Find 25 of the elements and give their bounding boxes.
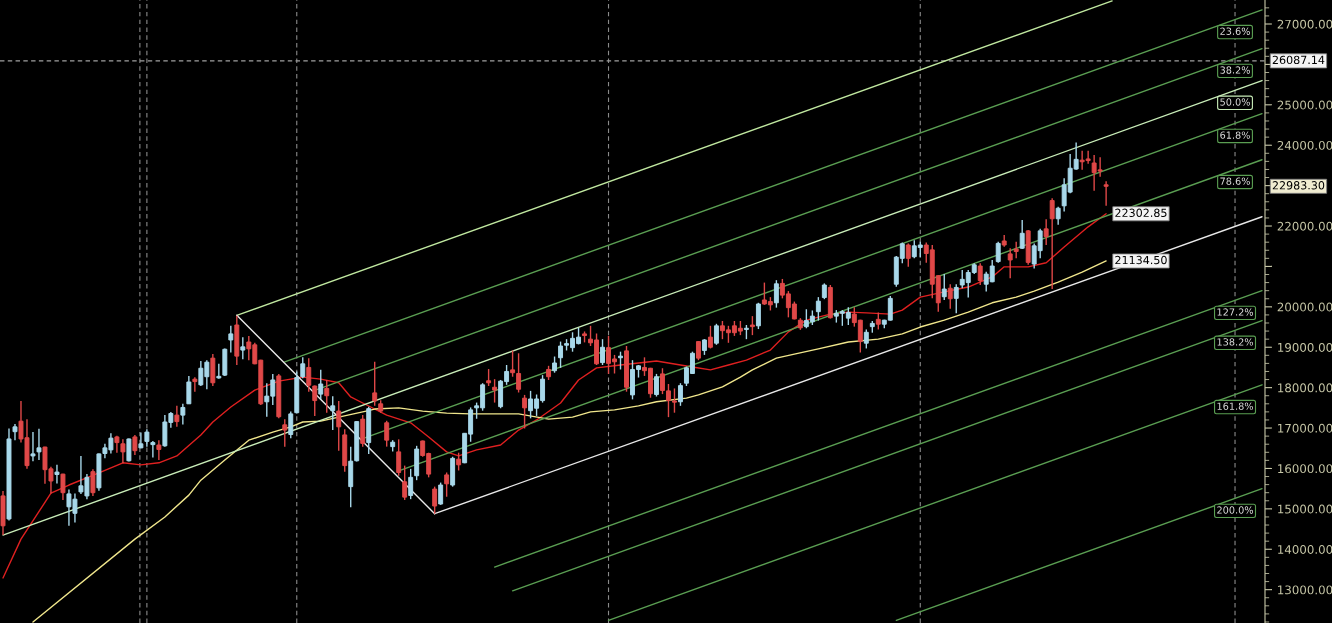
text: 22983.30 <box>1272 181 1325 190</box>
data-label: 22302.85 <box>1115 208 1167 218</box>
series-label: 161.8% <box>1217 402 1254 410</box>
series-label: 23.6% <box>1220 27 1250 35</box>
y-tick-label: 22000.00 <box>1277 221 1332 231</box>
y-tick-label: 16000.00 <box>1278 464 1332 474</box>
series-label: 50.0% <box>1220 98 1250 106</box>
y-tick-label: 27000.00 <box>1277 19 1332 29</box>
y-tick-label: 18000.00 <box>1278 383 1332 393</box>
series-label: 61.8% <box>1220 131 1250 139</box>
y-tick-label: 24000.00 <box>1277 140 1332 150</box>
y-tick-label: 13000.00 <box>1278 585 1332 595</box>
series-label: 38.2% <box>1220 66 1250 74</box>
series-label: 200.0% <box>1217 506 1254 514</box>
ref-line-label: 26087.14 <box>1272 55 1325 65</box>
y-tick-label: 25000.00 <box>1277 100 1332 110</box>
y-tick-label: 17000.00 <box>1278 423 1332 433</box>
series-label: 78.6% <box>1220 177 1250 185</box>
data-label: 21134.50 <box>1115 255 1167 265</box>
y-tick-label: 20000.00 <box>1277 302 1332 312</box>
y-tick-label: 14000.00 <box>1278 544 1332 554</box>
series-label: 127.2% <box>1217 308 1254 316</box>
y-tick-label: 15000.00 <box>1278 504 1332 514</box>
series-label: 138.2% <box>1217 338 1254 346</box>
y-tick-label: 19000.00 <box>1278 342 1332 352</box>
